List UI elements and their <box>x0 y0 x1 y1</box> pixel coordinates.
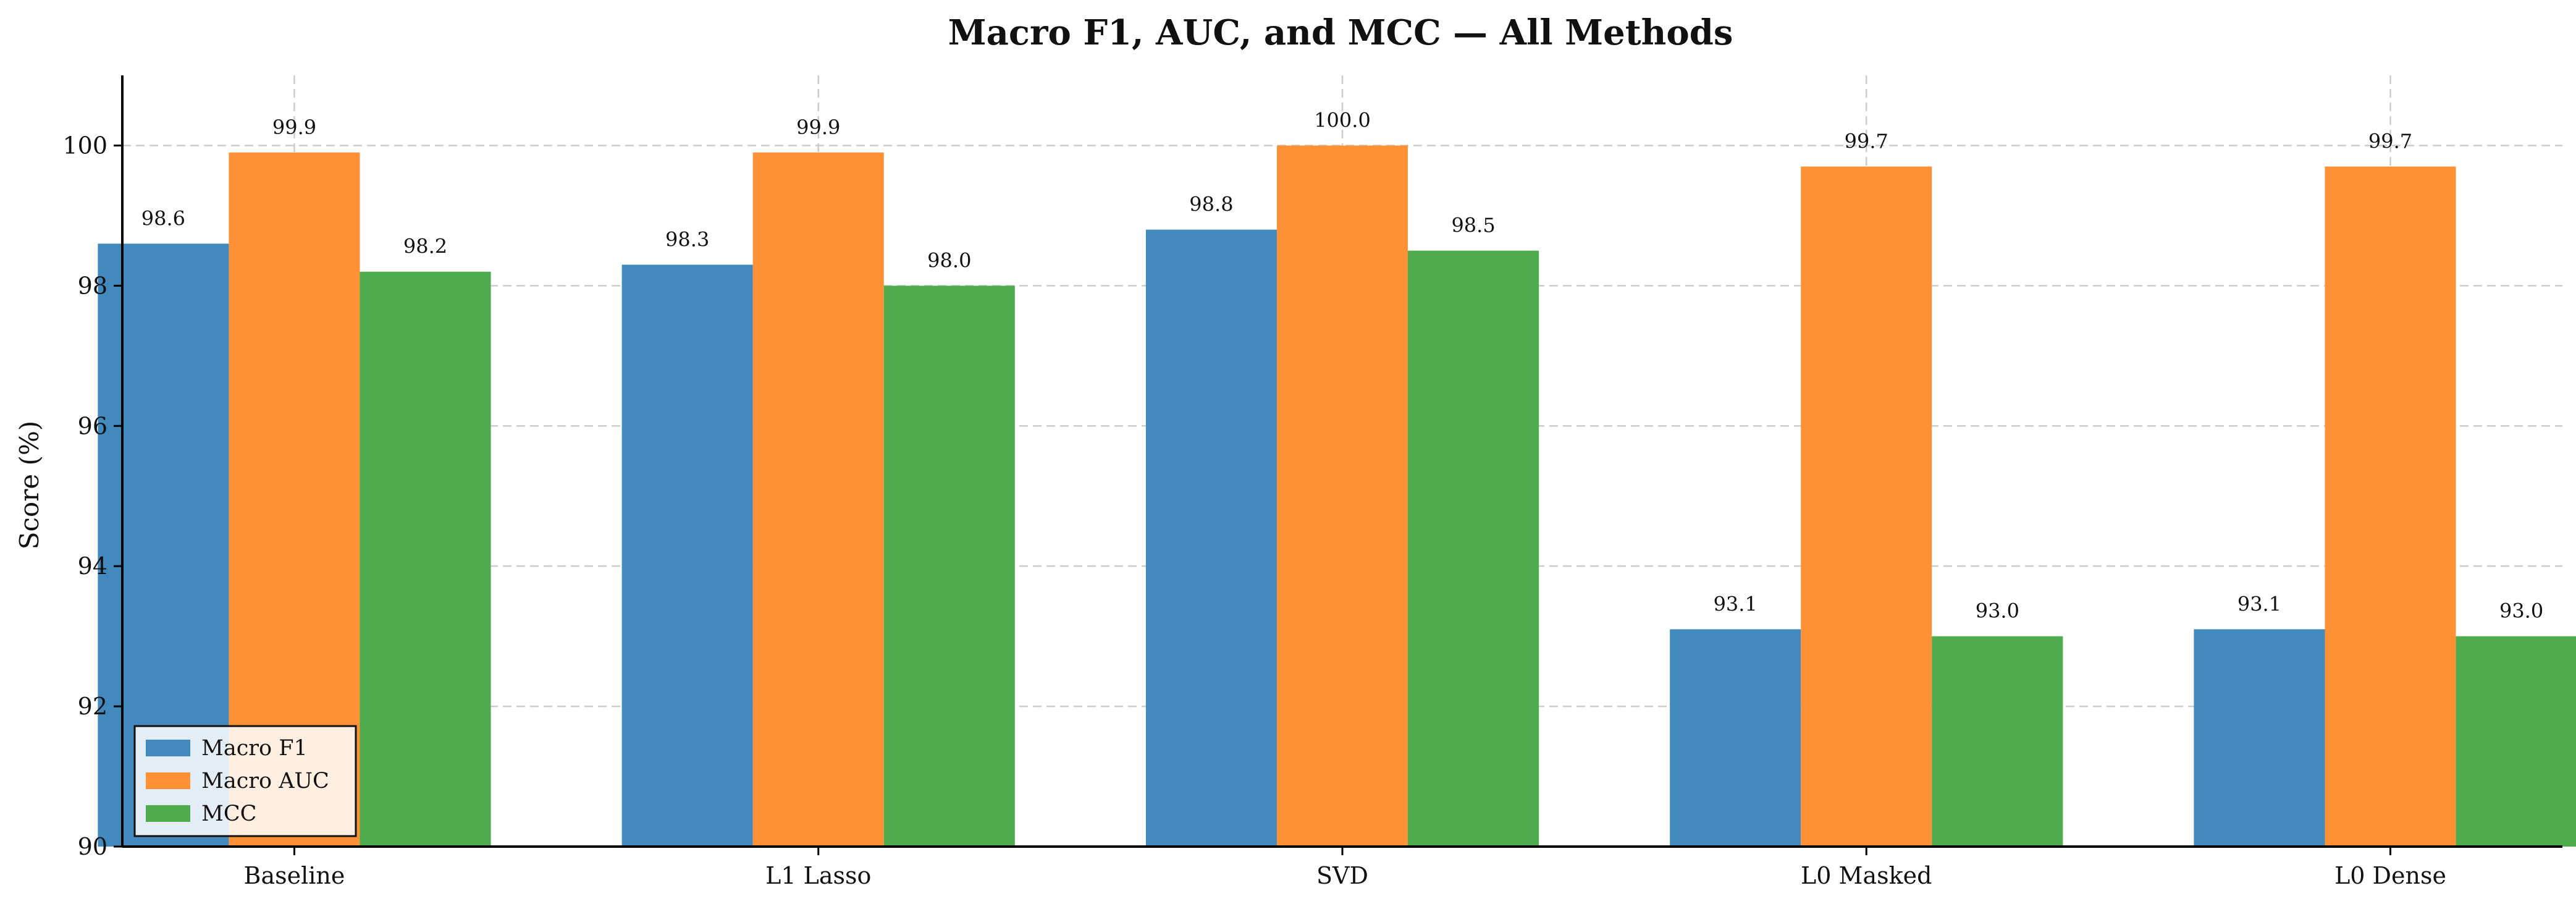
y-axis-label: Score (%) <box>14 421 44 550</box>
legend-swatch <box>146 772 190 789</box>
x-tick-label: L0 Dense <box>2334 862 2446 889</box>
bar <box>2325 166 2456 847</box>
bar <box>1408 250 1539 847</box>
data-label: 98.8 <box>1189 193 1233 216</box>
tick-labels: Baseline L1 Lasso SVD L0 Masked L0 Dense 90 92… <box>62 132 2446 889</box>
y-tick-label: 100 <box>62 132 107 159</box>
bar <box>360 271 491 847</box>
data-label: 99.9 <box>796 116 840 139</box>
bar <box>621 264 753 847</box>
y-tick-label: 98 <box>78 272 107 299</box>
data-label: 98.6 <box>141 206 185 230</box>
legend-swatch <box>146 740 190 756</box>
legend-swatch <box>146 805 190 822</box>
data-label: 93.1 <box>2237 592 2281 615</box>
x-tick-label: Baseline <box>244 862 345 889</box>
legend-label: MCC <box>201 801 256 826</box>
legend: Macro F1 Macro AUC MCC <box>133 725 357 837</box>
bar <box>1932 636 2063 847</box>
data-label: 93.1 <box>1714 592 1757 615</box>
axes <box>114 75 2562 855</box>
bar <box>1276 145 1408 847</box>
y-tick-label: 94 <box>78 552 107 580</box>
chart-title: Macro F1, AUC, and MCC — All Methods <box>948 12 1733 53</box>
bar <box>752 152 884 847</box>
data-label: 99.9 <box>272 116 316 139</box>
data-label: 98.2 <box>403 235 447 258</box>
y-tick-label: 90 <box>78 833 107 860</box>
bar <box>1670 629 1801 847</box>
bar <box>2194 629 2325 847</box>
data-label: 100.0 <box>1314 108 1371 132</box>
data-label: 93.0 <box>2499 599 2543 623</box>
legend-label: Macro F1 <box>201 736 308 761</box>
x-tick-label: L0 Masked <box>1801 862 1932 889</box>
x-tick-label: L1 Lasso <box>765 862 871 889</box>
data-label: 98.3 <box>665 227 709 251</box>
bar <box>2456 636 2576 847</box>
bar <box>883 285 1015 847</box>
data-label: 93.0 <box>1976 599 2019 623</box>
bar <box>1801 166 1932 847</box>
bar <box>1145 229 1277 847</box>
data-label: 98.5 <box>1451 214 1495 237</box>
data-label: 99.7 <box>1845 129 1888 153</box>
legend-label: Macro AUC <box>201 769 329 793</box>
data-label: 99.7 <box>2368 129 2412 153</box>
data-labels: 98.6 98.3 98.8 93.1 93.1 99.9 99.9 100.0 99.7 99.… <box>141 108 2543 622</box>
bars <box>98 145 2576 847</box>
x-tick-label: SVD <box>1316 862 1368 889</box>
data-label: 98.0 <box>927 248 971 272</box>
y-tick-label: 96 <box>78 412 107 439</box>
y-tick-label: 92 <box>78 693 107 720</box>
